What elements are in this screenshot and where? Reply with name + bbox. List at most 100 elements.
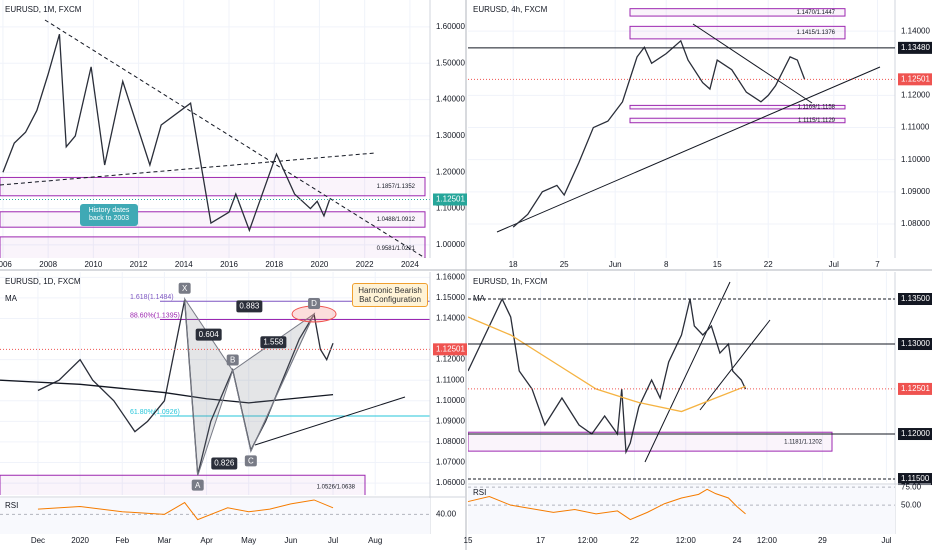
zone-label: 1.0488/1.0912	[377, 217, 416, 223]
x-tick-label: Jul	[829, 260, 839, 269]
ratio-label: 0.826	[214, 459, 235, 468]
price-tag	[898, 382, 932, 395]
pattern-point	[191, 479, 204, 491]
callout: Harmonic Bearish Bat Configuration	[352, 283, 428, 307]
panel-title: EURUSD, 1D, FXCM	[5, 277, 81, 286]
x-tick-label: 18	[509, 260, 518, 269]
price-line	[0, 379, 334, 404]
x-tick-label: 2020	[311, 260, 329, 269]
x-tick-label: May	[241, 536, 256, 545]
price-tag	[433, 193, 467, 206]
price-tag-label: 1.12501	[436, 195, 465, 204]
panel-title: EURUSD, 1h, FXCM	[473, 277, 548, 286]
rsi-tick-label: 40.00	[436, 509, 457, 518]
x-tick-label: 24	[733, 536, 742, 545]
rsi-line	[467, 488, 746, 521]
zone-label: 1.1857/1.1352	[377, 184, 416, 190]
zone-label: 1.1470/1.1447	[797, 10, 836, 16]
y-tick-label: 1.14000	[436, 314, 465, 323]
y-tick-label: 1.12000	[901, 91, 930, 100]
ratio-label: 1.558	[263, 337, 284, 346]
y-tick-label: 1.15000	[436, 293, 465, 302]
pattern-point	[178, 282, 191, 294]
x-tick-label: Mar	[158, 536, 172, 545]
zone-box	[0, 176, 426, 197]
x-tick-label: 2020	[71, 536, 89, 545]
x-tick-label: 12:00	[676, 536, 697, 545]
rsi-label: RSI	[5, 501, 18, 510]
pattern-point-label: X	[182, 284, 188, 293]
x-tick-label: 2010	[84, 260, 102, 269]
pattern-point-label: B	[230, 356, 235, 365]
panel-subtitle: MA	[473, 294, 486, 303]
level-tag-label: 1.13480	[901, 43, 930, 52]
rsi-label: RSI	[473, 488, 486, 497]
pattern-point	[244, 455, 257, 467]
plot: 1.1857/1.1352 1.0488/1.0912 0.9581/1.0221	[0, 0, 430, 258]
pattern-point-label: D	[311, 299, 317, 308]
x-tick-label: 2008	[39, 260, 57, 269]
plot: 1.1181/1.1202	[468, 272, 895, 482]
panel-title: EURUSD, 4h, FXCM	[473, 5, 548, 14]
x-tick-label: 2016	[220, 260, 238, 269]
rsi-line	[37, 499, 334, 521]
y-tick-label: 1.12000	[436, 355, 465, 364]
y-tick-label: 1.09000	[901, 187, 930, 196]
panel-subtitle: MA	[5, 294, 18, 303]
rsi-panel	[468, 485, 895, 534]
ratio-label: 0.883	[239, 301, 260, 310]
pattern-point	[226, 354, 239, 366]
x-tick-label: 15	[713, 260, 722, 269]
zone-box	[0, 236, 426, 258]
x-tick-label: Aug	[368, 536, 382, 545]
zone-label: 1.1115/1.1129	[798, 118, 836, 124]
pattern-fill	[232, 312, 316, 453]
rsi-tick-label: 75.00	[901, 482, 922, 491]
x-tick-label: 8	[664, 260, 669, 269]
x-tick-label: 2014	[175, 260, 193, 269]
ratio-box	[260, 336, 287, 349]
fib-label: 88.60%(1.1395)	[130, 312, 180, 319]
price-tag	[433, 343, 467, 356]
price-line	[468, 297, 747, 455]
x-tick-label: Apr	[200, 536, 213, 545]
ratio-box	[211, 457, 238, 470]
level-tag	[898, 428, 932, 441]
x-tick-label: 2024	[401, 260, 419, 269]
y-tick-label: 1.14000	[901, 26, 930, 35]
y-tick-label: 1.30000	[436, 131, 465, 140]
level-tag-label: 1.13000	[901, 339, 930, 348]
x-tick-label: 2018	[265, 260, 283, 269]
x-tick-label: Jun	[284, 536, 297, 545]
zone-box	[629, 117, 846, 124]
level-tag	[898, 338, 932, 351]
y-tick-label: 1.00000	[436, 240, 465, 249]
level-tag-label: 1.13500	[901, 294, 930, 303]
x-tick-label: 17	[536, 536, 545, 545]
y-tick-label: 1.20000	[436, 167, 465, 176]
plot: 1.1470/1.1447 1.1415/1.1376 1.1169/1.1158 1…	[468, 0, 895, 258]
trend-line	[699, 319, 771, 411]
x-tick-label: 7	[875, 260, 880, 269]
rsi-tick-label: 50.00	[901, 500, 922, 509]
zone-label: 0.9581/1.0221	[377, 246, 416, 252]
ratio-box	[236, 300, 263, 313]
pattern-leg	[250, 313, 315, 452]
y-tick-label: 1.07000	[436, 458, 465, 467]
zone-label: 1.0526/1.0638	[317, 484, 356, 490]
plot: 1.0526/1.0638 1.618(1.1484) 88.60%(1.1395)…	[0, 272, 430, 495]
rsi-panel	[0, 498, 430, 534]
pattern-point	[308, 297, 321, 309]
y-tick-label: 1.11000	[436, 375, 465, 384]
zone-box	[629, 8, 846, 17]
x-tick-label: 22	[764, 260, 773, 269]
zone-box	[629, 104, 846, 110]
x-tick-label: 2006	[0, 260, 12, 269]
price-line	[468, 316, 746, 413]
y-tick-label: 1.09000	[436, 416, 465, 425]
y-tick-label: 1.10000	[436, 204, 465, 213]
y-tick-label: 1.40000	[436, 95, 465, 104]
y-tick-label: 1.08000	[901, 219, 930, 228]
